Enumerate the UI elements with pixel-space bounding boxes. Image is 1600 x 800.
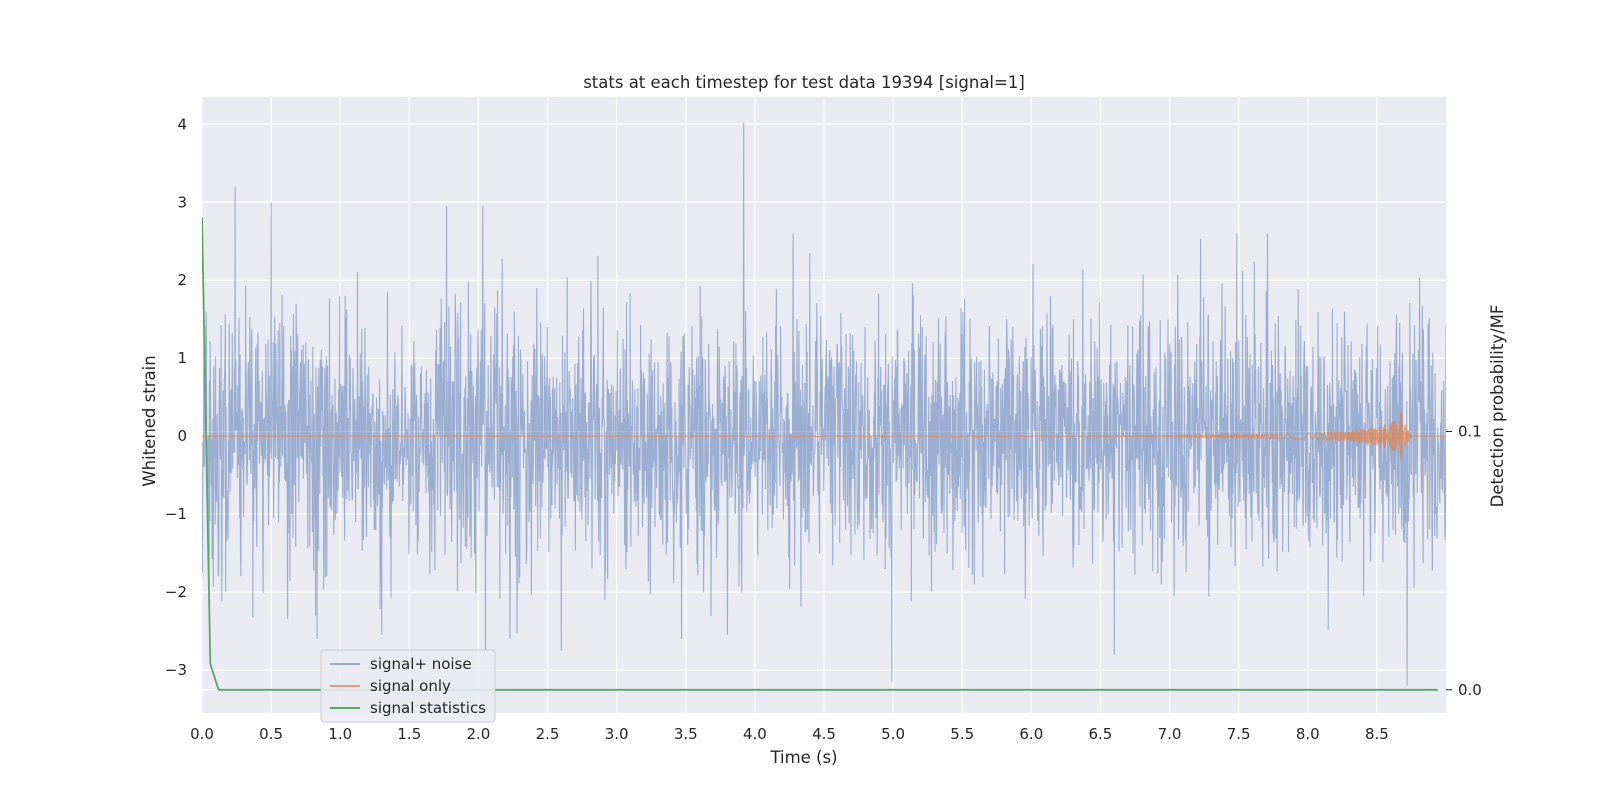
x-tick-label: 8.0	[1296, 725, 1320, 743]
y-tick-label: 2	[177, 271, 187, 289]
legend-box	[320, 649, 496, 723]
x-tick-label: 0.0	[190, 725, 214, 743]
x-tick-label: 5.0	[881, 725, 905, 743]
y-tick-label: 3	[177, 193, 187, 211]
x-tick-label: 2.0	[467, 725, 491, 743]
y-tick-label: 0	[177, 427, 187, 445]
x-tick-label: 8.5	[1365, 725, 1389, 743]
x-tick-label: 1.0	[328, 725, 352, 743]
x-tick-label: 3.5	[674, 725, 698, 743]
y2-tick-label: 0.0	[1458, 681, 1482, 699]
legend-label-signal-statistics: signal statistics	[370, 699, 486, 717]
legend-label-signal-only: signal only	[370, 677, 451, 695]
x-tick-label: 6.0	[1019, 725, 1043, 743]
x-tick-label: 7.5	[1227, 725, 1251, 743]
series-signal-only-line	[202, 411, 1446, 461]
x-tick-label: 7.0	[1158, 725, 1182, 743]
legend-label-signal-noise: signal+ noise	[370, 655, 472, 673]
tick-layer: 0.0 0.5 1.0 1.5 2.0 2.5 3.0 3.5 4.0 4.5 5.0 5.5 6.0 6…	[165, 115, 1482, 743]
y2-tick-label: 0.1	[1458, 422, 1482, 440]
legend: signal+ noise signal only signal statist…	[320, 649, 496, 723]
x-tick-label: 5.5	[950, 725, 974, 743]
x-tick-label: 3.0	[605, 725, 629, 743]
y-tick-label: −1	[165, 505, 187, 523]
y-axis-label: Whitened strain	[140, 355, 159, 486]
x-tick-label: 6.5	[1089, 725, 1113, 743]
y-tick-label: −2	[165, 583, 187, 601]
x-tick-label: 4.0	[743, 725, 767, 743]
x-axis-label: Time (s)	[769, 748, 837, 767]
x-tick-label: 4.5	[812, 725, 836, 743]
series-signal-noise-line	[202, 122, 1446, 686]
x-tick-label: 1.5	[397, 725, 421, 743]
series-signal-statistics-line	[202, 217, 1438, 691]
x-tick-label: 2.5	[536, 725, 560, 743]
y-tick-label: 1	[177, 349, 187, 367]
series-layer	[202, 122, 1446, 691]
y-tick-label: −3	[165, 661, 187, 679]
y2-axis-label: Detection probability/MF	[1488, 305, 1507, 508]
x-tick-label: 0.5	[259, 725, 283, 743]
chart-title: stats at each timestep for test data 193…	[583, 73, 1025, 92]
y-tick-label: 4	[177, 115, 187, 133]
